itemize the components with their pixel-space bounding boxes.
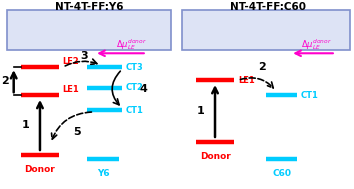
Bar — [182, 9, 350, 50]
Text: 1: 1 — [22, 120, 30, 130]
Text: NT-4T-FF:Y6: NT-4T-FF:Y6 — [55, 2, 123, 12]
Text: 2: 2 — [258, 62, 266, 72]
Bar — [7, 9, 171, 50]
Text: Y6: Y6 — [97, 169, 109, 178]
Text: $\Delta\mu_{LE}^{donor}$: $\Delta\mu_{LE}^{donor}$ — [116, 37, 147, 52]
Text: 5: 5 — [73, 127, 80, 137]
Text: Donor: Donor — [200, 152, 230, 161]
Text: C60: C60 — [272, 169, 291, 178]
Text: Donor: Donor — [24, 165, 55, 174]
Text: $\Delta\mu_{LE}^{donor}$: $\Delta\mu_{LE}^{donor}$ — [301, 37, 332, 52]
Text: 3: 3 — [80, 51, 87, 61]
Text: LE1: LE1 — [238, 76, 255, 85]
Text: CT2: CT2 — [126, 83, 144, 92]
Text: CT3: CT3 — [126, 63, 143, 72]
Text: NT-4T-FF:C60: NT-4T-FF:C60 — [229, 2, 306, 12]
Text: LE2: LE2 — [63, 57, 79, 66]
Text: LE1: LE1 — [63, 85, 79, 94]
Text: CT1: CT1 — [126, 106, 144, 115]
Text: CT1: CT1 — [301, 91, 319, 100]
Text: 2: 2 — [1, 76, 9, 86]
Text: 4: 4 — [139, 84, 147, 94]
Text: 1: 1 — [197, 106, 205, 116]
